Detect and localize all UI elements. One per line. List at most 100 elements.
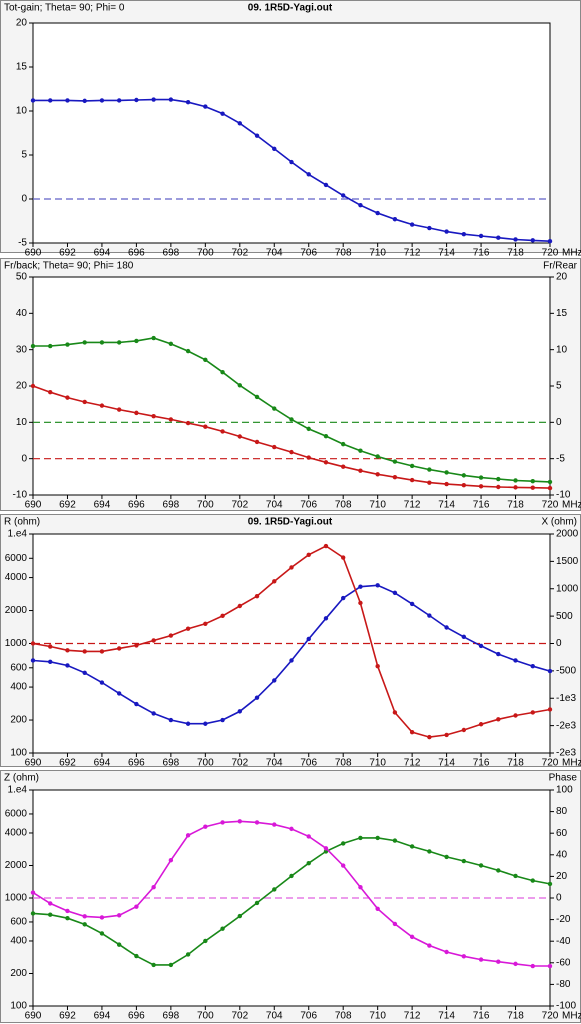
data-point (30, 98, 36, 103)
data-point (30, 911, 36, 916)
data-point (478, 722, 484, 727)
y2-tick-label: 60 (556, 828, 568, 839)
x-tick-label: 716 (473, 248, 490, 259)
data-point (289, 658, 294, 663)
data-point (99, 680, 105, 685)
x-tick-label: 690 (25, 758, 42, 769)
data-point (65, 663, 70, 668)
x-unit: MHz (562, 500, 581, 511)
data-point (461, 858, 467, 864)
x-tick-label: 700 (197, 248, 214, 259)
data-point (358, 835, 363, 841)
x-tick-label: 700 (197, 758, 214, 769)
data-point (151, 885, 156, 890)
y2-axis-label: Fr/Rear (543, 261, 578, 272)
x-tick-label: 696 (128, 1011, 145, 1022)
data-point (30, 343, 36, 349)
data-point (341, 555, 346, 560)
x-tick-label: 714 (438, 758, 455, 769)
data-point (82, 340, 87, 345)
data-point (392, 459, 398, 464)
x-tick-label: 714 (438, 500, 455, 511)
x-tick-label: 710 (369, 248, 386, 259)
x-tick-label: 690 (25, 1011, 42, 1022)
data-point (306, 455, 311, 460)
data-point (237, 603, 242, 609)
data-point (82, 922, 87, 927)
data-point (30, 890, 36, 895)
x-tick-label: 692 (59, 758, 76, 769)
y2-tick-label: 1000 (556, 583, 579, 594)
x-tick-label: 718 (507, 500, 524, 511)
x-tick-label: 720 (542, 500, 559, 511)
data-point (185, 721, 191, 726)
data-point (65, 342, 70, 347)
x-tick-label: 702 (231, 1011, 248, 1022)
y-tick-label: 1.e4 (8, 529, 28, 540)
data-point (513, 478, 518, 483)
data-point (392, 590, 398, 596)
y-tick-label: 1000 (5, 893, 28, 904)
x-tick-label: 712 (404, 500, 421, 511)
data-point (461, 727, 467, 733)
data-point (289, 565, 294, 570)
x-tick-label: 714 (438, 1011, 455, 1022)
data-point (48, 343, 53, 349)
data-point (289, 417, 294, 422)
data-point (478, 863, 484, 868)
data-point (220, 926, 225, 931)
data-point (427, 613, 432, 618)
data-point (30, 641, 36, 646)
y-tick-label: 400 (10, 682, 27, 693)
x-tick-label: 716 (473, 758, 490, 769)
data-point (168, 417, 174, 422)
data-point (203, 357, 208, 363)
x-tick-label: 720 (542, 248, 559, 259)
data-point (272, 146, 277, 152)
data-point (513, 237, 518, 242)
data-point (220, 369, 225, 375)
data-point (444, 470, 449, 475)
data-point (151, 413, 156, 419)
data-point (272, 887, 277, 892)
data-point (323, 460, 329, 465)
x-tick-label: 698 (163, 1011, 180, 1022)
data-point (341, 441, 346, 447)
y-tick-label: 100 (10, 748, 27, 759)
y-tick-label: 10 (16, 106, 28, 117)
data-point (496, 476, 501, 482)
data-point (478, 957, 484, 962)
data-point (272, 444, 277, 450)
y2-tick-label: -10 (556, 490, 571, 501)
data-point (530, 478, 535, 484)
data-point (513, 961, 518, 967)
x-tick-label: 716 (473, 1011, 490, 1022)
data-point (82, 399, 87, 405)
data-point (392, 217, 398, 222)
data-point (444, 625, 449, 630)
data-point (427, 734, 432, 740)
data-point (409, 844, 415, 849)
data-point (272, 822, 277, 827)
data-point (254, 439, 260, 445)
data-point (134, 410, 139, 416)
data-point (306, 861, 311, 866)
y2-tick-label: -500 (556, 666, 576, 677)
data-point (530, 963, 535, 969)
data-point (513, 485, 518, 490)
data-point (220, 111, 225, 116)
y2-tick-label: 40 (556, 849, 568, 860)
y-tick-label: 6000 (5, 809, 28, 820)
data-point (116, 98, 122, 103)
data-point (530, 664, 535, 669)
chart-title: 09. 1R5D-Yagi.out (248, 517, 333, 528)
y2-tick-label: 1500 (556, 556, 579, 567)
y-axis-label: Tot-gain; Theta= 90; Phi= 0 (4, 3, 125, 14)
x-tick-label: 692 (59, 500, 76, 511)
y-tick-label: 1.e4 (8, 785, 28, 796)
data-point (168, 962, 174, 968)
x-tick-label: 690 (25, 248, 42, 259)
data-point (323, 543, 329, 549)
y2-tick-label: 2000 (556, 529, 579, 540)
data-point (65, 648, 70, 653)
